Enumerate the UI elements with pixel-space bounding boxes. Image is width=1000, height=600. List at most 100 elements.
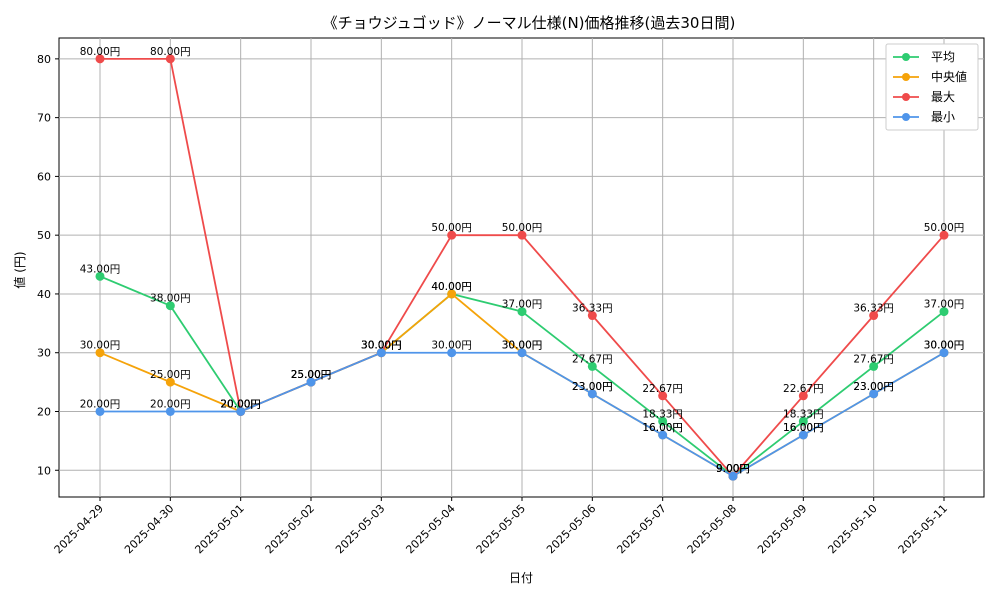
data-label: 9.00円: [716, 463, 750, 475]
data-label: 16.00円: [642, 422, 683, 434]
data-label: 30.00円: [361, 340, 402, 352]
data-label: 25.00円: [291, 369, 332, 381]
y-tick-label: 40: [37, 288, 51, 301]
y-tick-label: 70: [37, 112, 51, 125]
data-label: 22.67円: [642, 383, 683, 395]
y-tick-label: 10: [37, 464, 51, 477]
data-point: [587, 389, 597, 399]
data-point: [306, 377, 316, 387]
data-label: 16.00円: [783, 422, 824, 434]
data-point: [658, 430, 668, 440]
data-label: 20.00円: [80, 398, 121, 410]
x-axis: 2025-04-29 2025-04-30 2025-05-01 2025-05-02…: [52, 497, 950, 556]
y-axis: 10 20 30 40 50 60 70 80: [37, 53, 59, 477]
data-label: 50.00円: [502, 222, 543, 234]
data-label: 50.00円: [924, 222, 965, 234]
data-point: [939, 230, 949, 240]
data-label: 30.00円: [361, 340, 402, 352]
data-labels-layer: 43.00円 38.00円 20.00円 25.00円 30.00円 40.00円 37.0…: [80, 46, 965, 475]
data-label: 20.00円: [220, 398, 261, 410]
x-tick-label: 2025-05-01: [192, 502, 246, 556]
data-point: [95, 271, 105, 281]
data-point: [95, 348, 105, 358]
data-point: [376, 348, 386, 358]
data-label: 25.00円: [291, 369, 332, 381]
data-label: 25.00円: [150, 369, 191, 381]
data-label: 36.33円: [853, 303, 894, 315]
data-label: 9.00円: [716, 463, 750, 475]
x-tick-label: 2025-05-09: [755, 502, 809, 556]
data-label: 16.00円: [783, 422, 824, 434]
y-tick-label: 60: [37, 170, 51, 183]
data-label: 25.00円: [291, 369, 332, 381]
x-tick-label: 2025-05-07: [614, 502, 668, 556]
data-point: [236, 406, 246, 416]
data-label: 43.00円: [80, 263, 121, 275]
legend-swatch-marker: [902, 93, 910, 101]
data-point: [165, 406, 175, 416]
data-label: 30.00円: [502, 340, 543, 352]
data-label: 40.00円: [431, 281, 472, 293]
data-point: [587, 361, 597, 371]
data-label: 20.00円: [220, 398, 261, 410]
data-label: 9.00円: [716, 463, 750, 475]
data-label: 50.00円: [431, 222, 472, 234]
data-label: 40.00円: [431, 281, 472, 293]
x-tick-label: 2025-05-06: [544, 502, 598, 556]
x-axis-label: 日付: [509, 571, 533, 585]
data-label: 30.00円: [924, 340, 965, 352]
data-point: [869, 389, 879, 399]
data-point: [517, 230, 527, 240]
data-label: 23.00円: [853, 381, 894, 393]
data-point: [798, 416, 808, 426]
data-point: [798, 391, 808, 401]
data-label: 23.00円: [572, 381, 613, 393]
data-point: [939, 348, 949, 358]
data-label: 18.33円: [783, 408, 824, 420]
data-point: [165, 377, 175, 387]
data-label: 80.00円: [150, 46, 191, 58]
data-label: 25.00円: [291, 369, 332, 381]
legend-entry-label: 平均: [931, 50, 955, 64]
y-tick-label: 80: [37, 53, 51, 66]
data-point: [658, 391, 668, 401]
data-label: 27.67円: [572, 353, 613, 365]
data-label: 22.67円: [783, 383, 824, 395]
data-point: [447, 289, 457, 299]
data-label: 30.00円: [361, 340, 402, 352]
data-label: 37.00円: [924, 299, 965, 311]
data-point: [728, 471, 738, 481]
data-point: [165, 301, 175, 311]
y-axis-label: 値 (円): [12, 251, 27, 288]
data-point: [447, 230, 457, 240]
data-label: 27.67円: [853, 353, 894, 365]
data-point: [95, 54, 105, 64]
data-point: [869, 311, 879, 321]
data-label: 20.00円: [220, 398, 261, 410]
x-tick-label: 2025-05-08: [685, 502, 739, 556]
data-label: 38.00円: [150, 293, 191, 305]
x-tick-label: 2025-05-03: [333, 502, 387, 556]
data-label: 9.00円: [716, 463, 750, 475]
legend-entry-label: 中央値: [931, 69, 967, 84]
x-tick-label: 2025-05-05: [474, 502, 528, 556]
data-label: 23.00円: [572, 381, 613, 393]
legend-swatch-marker: [902, 73, 910, 81]
legend-entry-label: 最小: [931, 110, 955, 124]
data-point: [798, 430, 808, 440]
data-label: 36.33円: [572, 303, 613, 315]
series-3: [95, 348, 949, 481]
chart-title: 《チョウジュゴッド》ノーマル仕様(N)価格推移(過去30日間): [323, 14, 736, 32]
legend-box: [885, 43, 979, 131]
x-tick-label: 2025-04-29: [52, 502, 106, 556]
data-label: 30.00円: [502, 340, 543, 352]
data-label: 16.00円: [642, 422, 683, 434]
data-point: [517, 348, 527, 358]
data-point: [165, 54, 175, 64]
data-point: [658, 416, 668, 426]
data-label: 30.00円: [431, 340, 472, 352]
legend-swatch-marker: [902, 113, 910, 121]
data-label: 30.00円: [80, 340, 121, 352]
